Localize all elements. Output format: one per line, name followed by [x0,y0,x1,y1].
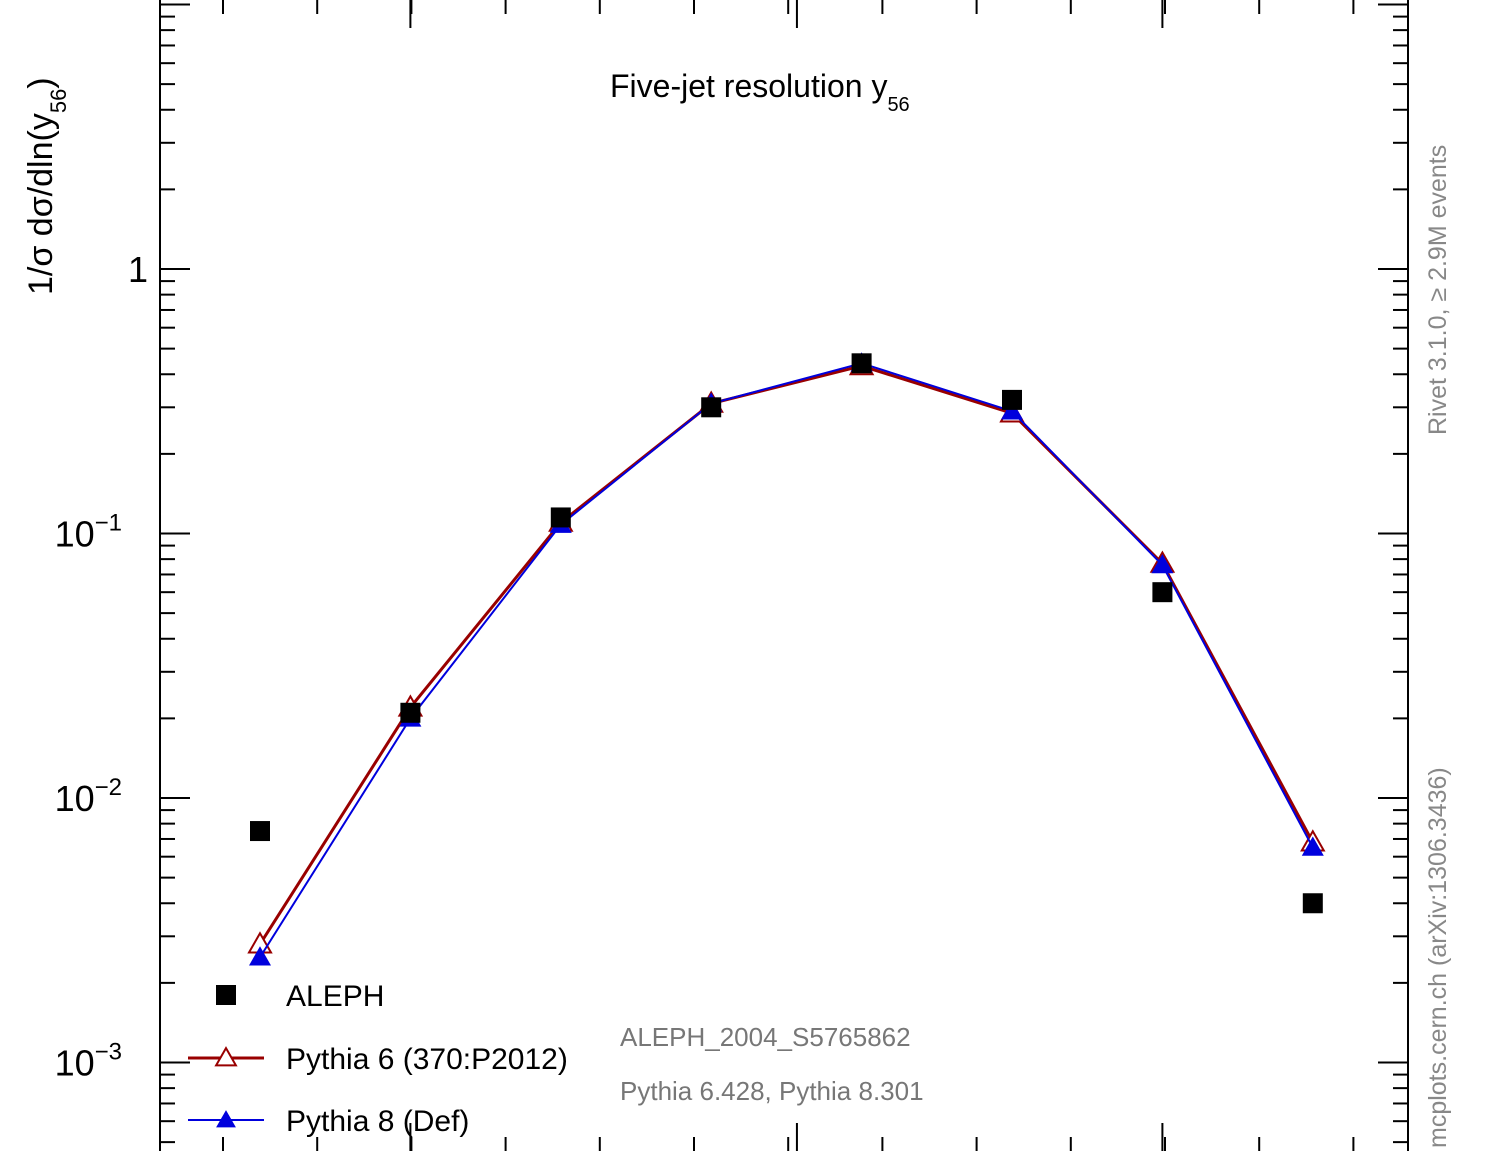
legend-label: ALEPH [286,980,384,1013]
data-point-square [851,353,872,374]
y-tick-label: 10−3 [55,1039,122,1084]
plot-title: Five-jet resolution y56 [610,68,910,116]
data-point-square [550,507,571,528]
data-point-square [250,821,270,842]
series-line [258,364,1315,946]
data-point-open-triangle [214,1046,238,1067]
legend-item: Pythia 8 (Def) [188,1105,469,1138]
analysis-label: ALEPH_2004_S5765862 [620,1022,911,1052]
generator-label: Pythia 6.428, Pythia 8.301 [620,1076,924,1106]
data-point-square [216,985,236,1005]
data-point-filled-triangle [216,1110,236,1128]
y-tick-label: 10−2 [55,774,122,819]
y-tick-label: 10−1 [55,510,122,555]
legend-item: ALEPH [216,980,384,1013]
legend-label: Pythia 6 (370:P2012) [286,1043,568,1076]
data-point-square [400,702,421,723]
y-axis-label: 1/σ dσ/dln(y56) [22,77,71,295]
series-1 [247,352,1326,954]
series-layer [247,352,1326,966]
legend-label: Pythia 8 (Def) [286,1105,469,1138]
series-line [259,362,1314,958]
data-point-square [1152,582,1173,603]
legend: ALEPH Pythia 6 (370:P2012) Pythia 8 (Def) [188,980,568,1138]
data-point-filled-triangle [1151,554,1174,574]
y-tick-label: 1 [128,249,148,290]
axes: 1 10−1 10−2 10−3 [55,0,1408,1151]
series-2 [249,352,1324,966]
data-point-square [701,397,722,418]
plot-title-subscript: 56 [887,94,909,116]
side-label-rivet: Rivet 3.1.0, ≥ 2.9M events [1424,145,1452,435]
legend-item: Pythia 6 (370:P2012) [188,1043,568,1076]
side-label-mcplots: mcplots.cern.ch (arXiv:1306.3436) [1424,767,1452,1148]
series-0 [250,353,1323,914]
plot-frame [159,0,1409,1151]
data-point-filled-triangle [1301,836,1324,856]
data-point-filled-triangle [249,946,271,966]
data-point-square [1002,389,1022,410]
data-point-square [1302,893,1323,914]
